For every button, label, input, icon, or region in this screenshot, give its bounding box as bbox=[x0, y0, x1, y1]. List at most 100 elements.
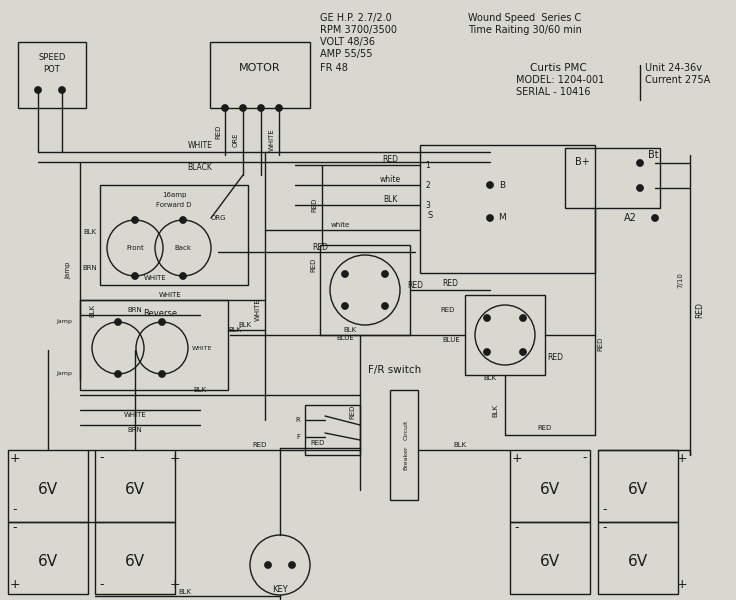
Text: 6V: 6V bbox=[125, 554, 145, 569]
Bar bbox=[320, 245, 410, 335]
Text: BRN: BRN bbox=[82, 265, 97, 271]
Text: ORE: ORE bbox=[233, 133, 239, 147]
Text: VOLT 48/36: VOLT 48/36 bbox=[320, 37, 375, 47]
Text: Reverse: Reverse bbox=[143, 308, 177, 317]
Text: +: + bbox=[676, 451, 687, 464]
Text: RED: RED bbox=[310, 258, 316, 272]
Text: F/R switch: F/R switch bbox=[369, 365, 422, 375]
Text: FR 48: FR 48 bbox=[320, 63, 348, 73]
Text: -: - bbox=[100, 451, 105, 464]
Circle shape bbox=[264, 562, 272, 569]
Bar bbox=[8, 522, 88, 594]
Circle shape bbox=[132, 217, 138, 223]
Text: SERIAL - 10416: SERIAL - 10416 bbox=[516, 87, 590, 97]
Bar bbox=[390, 390, 418, 500]
Text: M: M bbox=[498, 214, 506, 223]
Text: 16amp: 16amp bbox=[162, 192, 186, 198]
Text: RED: RED bbox=[547, 353, 563, 362]
Circle shape bbox=[484, 349, 490, 355]
Text: RED: RED bbox=[407, 280, 423, 289]
Text: Front: Front bbox=[126, 245, 144, 251]
Text: -: - bbox=[13, 521, 17, 535]
Text: white: white bbox=[380, 175, 400, 185]
Circle shape bbox=[637, 185, 643, 191]
Text: BLK: BLK bbox=[238, 322, 252, 328]
Text: RED: RED bbox=[312, 244, 328, 253]
Text: +: + bbox=[170, 578, 180, 592]
Text: 6V: 6V bbox=[540, 482, 560, 497]
Text: RED: RED bbox=[252, 442, 267, 448]
Text: BRN: BRN bbox=[127, 427, 142, 433]
Text: Circuit: Circuit bbox=[403, 420, 408, 440]
Text: RED: RED bbox=[311, 198, 317, 212]
Circle shape bbox=[381, 271, 389, 277]
Text: 6V: 6V bbox=[38, 482, 58, 497]
Circle shape bbox=[115, 319, 121, 325]
Circle shape bbox=[158, 370, 166, 377]
Bar bbox=[100, 185, 248, 285]
Text: Bt: Bt bbox=[648, 150, 659, 160]
Text: +: + bbox=[512, 451, 523, 464]
Text: BLK: BLK bbox=[194, 387, 207, 393]
Text: Current 275A: Current 275A bbox=[645, 75, 710, 85]
Text: 6V: 6V bbox=[125, 482, 145, 497]
Bar bbox=[565, 148, 660, 208]
Text: +: + bbox=[170, 451, 180, 464]
Circle shape bbox=[158, 319, 166, 325]
Text: -: - bbox=[583, 451, 587, 464]
Bar bbox=[80, 300, 228, 390]
Text: RED: RED bbox=[538, 425, 552, 431]
Text: Back: Back bbox=[174, 245, 191, 251]
Bar bbox=[598, 522, 678, 594]
Text: MODEL: 1204-001: MODEL: 1204-001 bbox=[516, 75, 604, 85]
Text: 7/10: 7/10 bbox=[677, 272, 683, 288]
Text: Jamp: Jamp bbox=[56, 371, 72, 377]
Text: BRN: BRN bbox=[127, 307, 142, 313]
Circle shape bbox=[289, 562, 295, 569]
Circle shape bbox=[275, 104, 283, 112]
Bar bbox=[18, 42, 86, 108]
Text: BLACK: BLACK bbox=[188, 163, 213, 173]
Text: RED: RED bbox=[215, 125, 221, 139]
Circle shape bbox=[486, 181, 494, 188]
Text: BLK: BLK bbox=[344, 327, 356, 333]
Text: 6V: 6V bbox=[38, 554, 58, 569]
Text: POT: POT bbox=[43, 65, 60, 74]
Text: WHITE: WHITE bbox=[144, 275, 166, 281]
Text: Forward D: Forward D bbox=[156, 202, 192, 208]
Text: BLK: BLK bbox=[89, 304, 95, 317]
Text: 1: 1 bbox=[425, 160, 430, 169]
Text: +: + bbox=[676, 578, 687, 592]
Circle shape bbox=[58, 86, 66, 94]
Circle shape bbox=[520, 314, 526, 322]
Text: BLUE: BLUE bbox=[336, 335, 354, 341]
Text: -: - bbox=[514, 521, 520, 535]
Circle shape bbox=[115, 370, 121, 377]
Text: KEY: KEY bbox=[272, 586, 288, 595]
Text: WHITE: WHITE bbox=[159, 292, 181, 298]
Text: RED: RED bbox=[442, 280, 458, 289]
Text: BLK: BLK bbox=[178, 589, 191, 595]
Circle shape bbox=[637, 160, 643, 166]
Circle shape bbox=[180, 217, 186, 223]
Text: +: + bbox=[10, 451, 21, 464]
Text: Jamp: Jamp bbox=[56, 319, 72, 325]
Text: 2: 2 bbox=[425, 181, 430, 190]
Text: MOTOR: MOTOR bbox=[239, 63, 281, 73]
Text: RED: RED bbox=[311, 440, 325, 446]
Circle shape bbox=[180, 272, 186, 280]
Text: -: - bbox=[603, 503, 607, 517]
Text: B: B bbox=[499, 181, 505, 190]
Text: BLK: BLK bbox=[492, 403, 498, 416]
Text: A2: A2 bbox=[623, 213, 637, 223]
Bar bbox=[510, 522, 590, 594]
Circle shape bbox=[342, 302, 349, 310]
Text: RED: RED bbox=[349, 405, 355, 419]
Text: R: R bbox=[295, 417, 300, 423]
Bar bbox=[8, 450, 88, 522]
Circle shape bbox=[222, 104, 228, 112]
Bar bbox=[210, 42, 310, 108]
Text: RED: RED bbox=[597, 337, 603, 351]
Bar bbox=[465, 295, 545, 375]
Bar bbox=[420, 145, 595, 273]
